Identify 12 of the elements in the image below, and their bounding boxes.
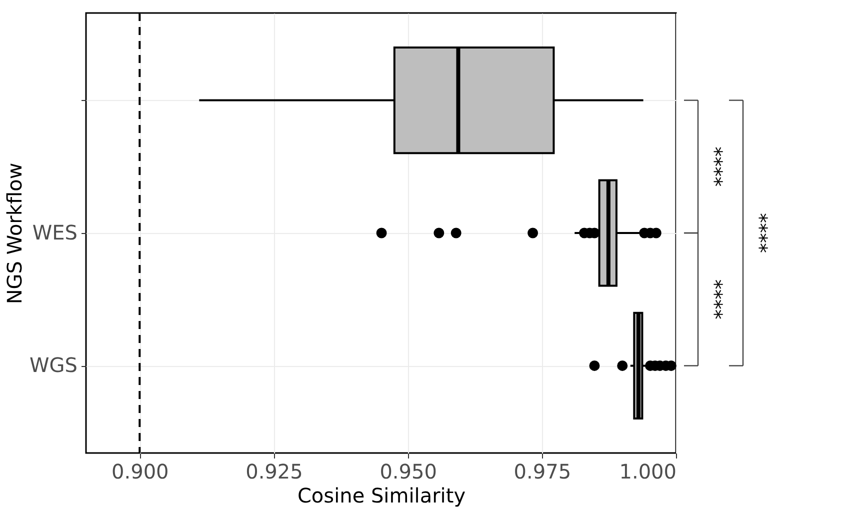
y-axis-title: NGS Workflow bbox=[2, 162, 27, 304]
x-tick-label: 0.900 bbox=[112, 460, 169, 484]
text: **** bbox=[703, 146, 727, 187]
x-tick-label: 0.950 bbox=[380, 460, 437, 484]
text: **** bbox=[748, 213, 772, 253]
x-tick-label: 0.925 bbox=[246, 460, 303, 484]
y-tick-label: WGS bbox=[30, 353, 78, 378]
x-axis-title: Cosine Similarity bbox=[297, 484, 466, 508]
x-tick-label: 1.000 bbox=[619, 460, 676, 484]
text: **** bbox=[703, 279, 727, 320]
y-tick-label: WES bbox=[32, 220, 78, 244]
x-tick-label: 0.975 bbox=[514, 460, 572, 484]
